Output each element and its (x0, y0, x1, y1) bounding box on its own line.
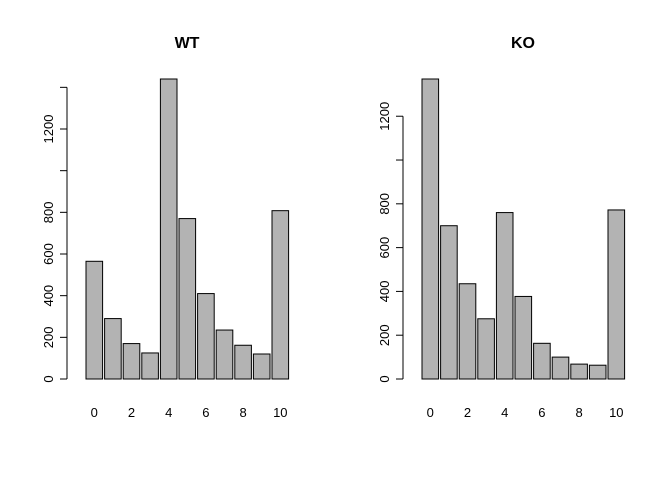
wt-bar-10 (271, 210, 290, 380)
wt-x-tick-label: 10 (273, 405, 287, 420)
wt-y-tick-label: 1200 (41, 115, 56, 144)
ko-bar-8 (570, 363, 588, 380)
wt-x-tick-label: 6 (202, 405, 209, 420)
ko-x-tick-label: 4 (501, 405, 508, 420)
wt-title: WT (175, 35, 200, 52)
ko-x-tick-label: 6 (538, 405, 545, 420)
ko-y-tick-label: 800 (377, 193, 392, 215)
ko-bar-2 (458, 283, 477, 380)
ko-y-tick-label: 200 (377, 324, 392, 346)
ko-y-tick-label: 600 (377, 237, 392, 259)
ko-bar-1 (440, 225, 458, 380)
ko-y-tick-label: 1200 (377, 102, 392, 131)
ko-bar-6 (533, 342, 551, 380)
wt-bar-9 (252, 353, 271, 380)
ko-panel: KO 0 200 400 600 800 1200 0 2 4 6 8 10 (377, 35, 626, 420)
wt-x-tick-label: 2 (128, 405, 135, 420)
wt-bar-6 (197, 293, 215, 380)
wt-y-tick-label: 800 (41, 201, 56, 223)
ko-x-tick-label: 0 (427, 405, 434, 420)
ko-bar-10 (607, 209, 626, 380)
wt-bar-5 (178, 218, 197, 380)
wt-y-tick-label: 400 (41, 285, 56, 307)
wt-bar-3 (141, 352, 159, 380)
ko-x-tick-label: 2 (464, 405, 471, 420)
wt-panel: WT 0 200 400 600 800 1200 0 2 4 6 8 10 (41, 35, 290, 420)
ko-bar-0 (421, 78, 440, 380)
ko-bar-7 (551, 356, 570, 380)
wt-bar-2 (122, 343, 141, 380)
ko-y-tick-label: 400 (377, 281, 392, 303)
ko-bar-4 (495, 212, 514, 380)
wt-x-tick-label: 4 (165, 405, 172, 420)
wt-x-tick-label: 0 (91, 405, 98, 420)
wt-y-tick-label: 600 (41, 243, 56, 265)
ko-title: KO (511, 35, 535, 52)
ko-bar-5 (514, 295, 533, 380)
ko-y-tick-label: 0 (377, 375, 392, 382)
wt-y-tick-label: 200 (41, 326, 56, 348)
wt-bar-4 (159, 78, 178, 380)
ko-bar-3 (477, 318, 495, 380)
ko-bar-9 (588, 364, 607, 380)
wt-bar-8 (234, 344, 252, 380)
wt-bar-1 (104, 318, 122, 380)
wt-x-tick-label: 8 (239, 405, 246, 420)
wt-bar-7 (215, 329, 234, 380)
ko-x-tick-label: 8 (575, 405, 582, 420)
wt-y-tick-label: 0 (41, 375, 56, 382)
wt-bar-0 (85, 260, 104, 380)
ko-x-tick-label: 10 (609, 405, 623, 420)
